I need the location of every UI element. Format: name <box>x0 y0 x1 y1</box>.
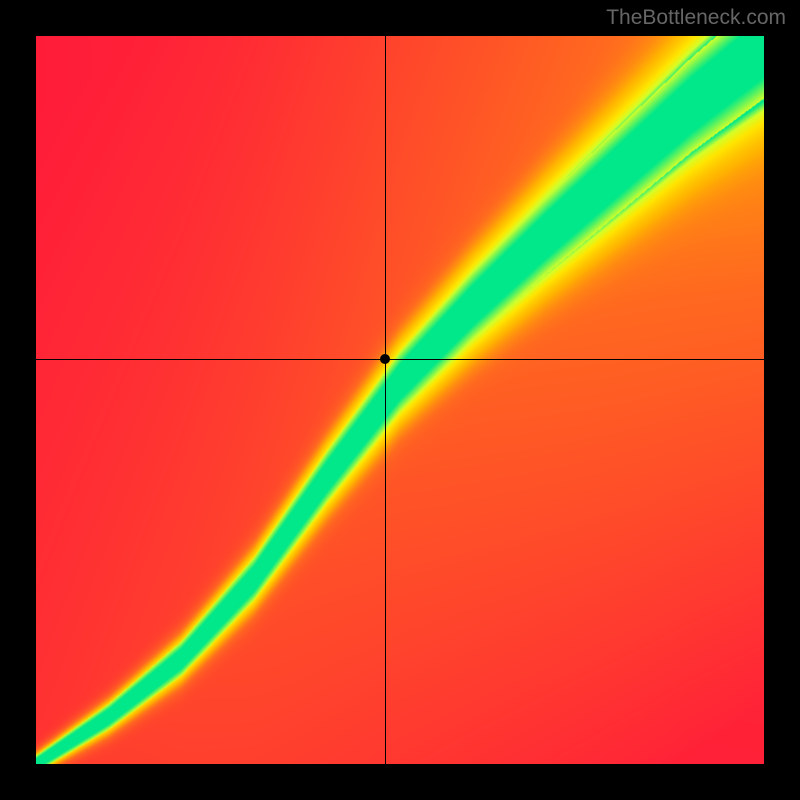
heatmap-canvas <box>36 36 764 764</box>
selection-dot <box>380 354 390 364</box>
crosshair-horizontal <box>36 359 764 360</box>
watermark-text: TheBottleneck.com <box>606 6 786 30</box>
crosshair-vertical <box>385 36 386 764</box>
plot-area <box>36 36 764 764</box>
